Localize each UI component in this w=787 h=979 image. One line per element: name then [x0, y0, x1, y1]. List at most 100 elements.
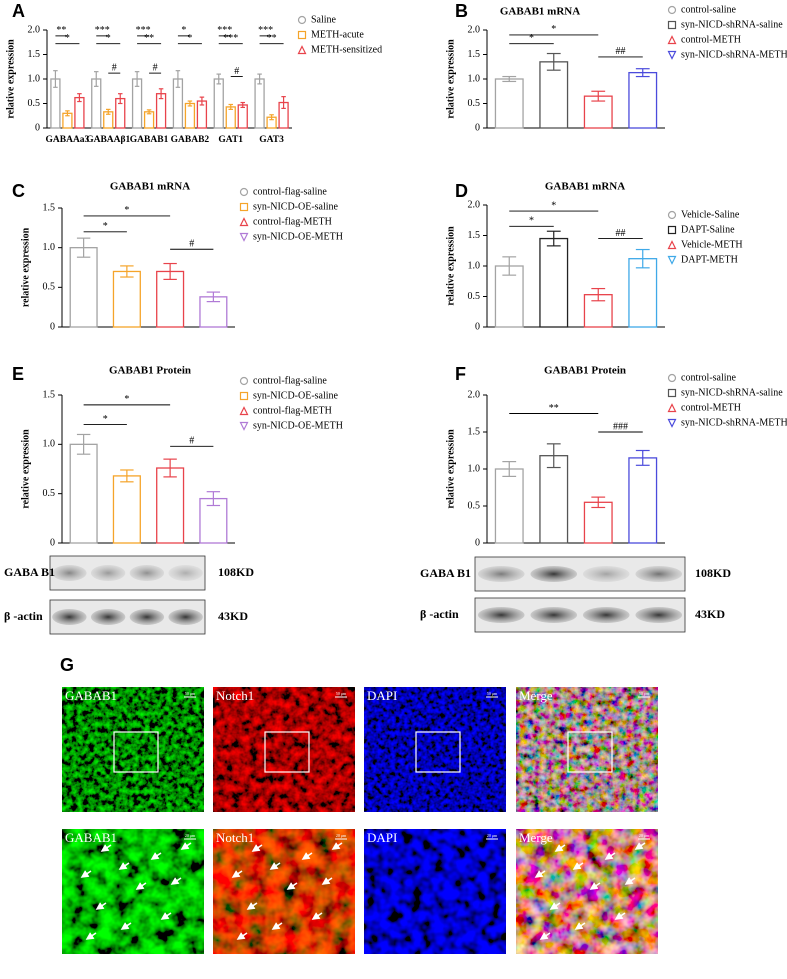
significance-label: ##: [616, 228, 626, 239]
significance-label: ***: [223, 33, 238, 44]
significance-label: *: [529, 33, 534, 44]
arrow: [246, 902, 258, 910]
error-bar: [77, 93, 82, 103]
y-tick-label: 1.5: [43, 202, 56, 213]
channel-label: Notch1: [216, 830, 254, 845]
legend-label: control-saline: [681, 372, 737, 383]
legend-marker: [667, 403, 677, 413]
legend-marker: [667, 210, 677, 220]
error-bar: [546, 52, 561, 71]
arrow: [100, 844, 112, 852]
arrow: [589, 882, 601, 890]
error-bar: [199, 96, 205, 106]
panel-g: G GABAB1 50 μm Notch1 50 μm DAPI 50 μm Merge 50 …: [60, 655, 658, 954]
y-tick-label: 2.0: [28, 24, 41, 35]
y-axis-label: relative expression: [445, 39, 456, 119]
bar: [539, 237, 569, 328]
blot-band: [635, 607, 683, 623]
arrow: [120, 922, 132, 930]
significance-label: #: [112, 62, 117, 73]
bar: [69, 443, 98, 544]
significance-label: **: [549, 403, 559, 414]
blot-band: [90, 565, 126, 581]
micrograph: DAPI 20 μm: [364, 829, 506, 954]
significance-label: *: [551, 24, 556, 35]
y-tick-label: 0: [50, 321, 55, 332]
legend-marker: [667, 388, 677, 398]
legend-marker: [667, 255, 677, 265]
error-bar: [635, 68, 650, 78]
bar: [225, 106, 236, 129]
bar: [494, 468, 524, 544]
significance-label: ***: [258, 25, 273, 36]
significance-label: *: [529, 216, 534, 227]
chart-title: GABAB1 mRNA: [110, 181, 190, 193]
arrow: [534, 870, 546, 878]
bar: [539, 61, 569, 129]
bar: [112, 270, 141, 328]
bar: [156, 467, 185, 544]
blot-size: 43KD: [695, 607, 725, 621]
error-bar: [118, 93, 123, 105]
error-bar: [502, 75, 517, 83]
blot-band: [129, 565, 165, 581]
arrow: [311, 912, 323, 920]
bar-chart: B GABAB1 mRNA relative expression 0 0.5 1.0 1.…: [445, 1, 787, 134]
legend-label: control-saline: [681, 4, 737, 15]
blot-band: [52, 609, 87, 625]
image: [516, 829, 658, 954]
legend-marker: [239, 376, 249, 386]
legend-marker: [239, 406, 249, 416]
arrow: [150, 852, 162, 860]
arrow: [286, 882, 298, 890]
legend-marker: [667, 418, 677, 428]
y-tick-label: 1.5: [468, 426, 481, 437]
y-tick-label: 0: [475, 537, 480, 548]
blot-size: 43KD: [218, 609, 248, 623]
bar-chart: C GABAB1 mRNA relative expression 0 0.5 1.0 1.…: [12, 181, 343, 333]
significance-label: *: [124, 394, 129, 405]
error-bar: [53, 70, 58, 88]
micrograph: GABAB1 20 μm: [62, 829, 204, 954]
significance-label: **: [267, 33, 277, 44]
bar-chart: F GABAB1 Protein relative expression 0 0.5 1.…: [445, 364, 787, 549]
arrow: [271, 922, 283, 930]
blot-band: [635, 566, 683, 582]
blot-band: [582, 566, 630, 582]
channel-label: DAPI: [367, 830, 397, 845]
legend-label: DAPT-Saline: [681, 224, 735, 235]
legend-label: syn-NICD-OE-saline: [253, 390, 339, 401]
y-tick-label: 1.0: [468, 260, 481, 271]
significance-label: **: [56, 25, 66, 36]
legend-marker: [667, 373, 677, 383]
y-axis-label: relative expression: [445, 429, 456, 509]
micrograph: Merge 20 μm: [516, 829, 658, 954]
blot-band: [530, 566, 578, 582]
arrow: [604, 852, 616, 860]
y-tick-label: 1.0: [43, 242, 56, 253]
error-bar: [281, 96, 286, 110]
y-tick-label: 1.5: [28, 49, 41, 60]
arrow: [321, 877, 333, 885]
error-bar: [120, 265, 134, 278]
blot-band: [129, 609, 165, 625]
y-tick-label: 1.0: [468, 463, 481, 474]
image: [516, 687, 658, 812]
error-bar: [206, 291, 221, 303]
error-bar: [146, 109, 152, 115]
image: [213, 829, 355, 954]
blot-band: [168, 565, 203, 581]
legend-marker: [239, 217, 249, 227]
y-tick-label: 2.0: [468, 24, 481, 35]
bar: [69, 247, 98, 328]
scale-bar-label: 50 μm: [639, 691, 650, 696]
arrow: [539, 932, 551, 940]
blot-band: [530, 607, 578, 623]
bar: [539, 455, 569, 544]
y-tick-label: 1.5: [468, 49, 481, 60]
error-bar: [228, 103, 233, 110]
legend-label: METH-acute: [311, 29, 364, 40]
scale-bar-label: 20 μm: [336, 833, 347, 838]
